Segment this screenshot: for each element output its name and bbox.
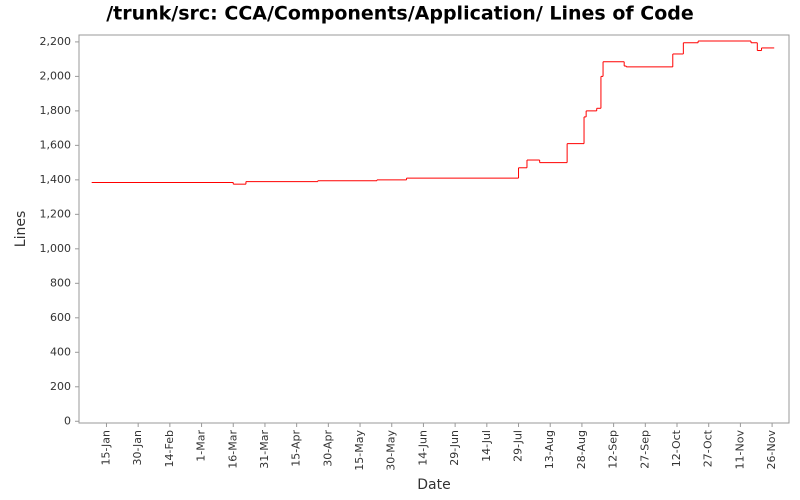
x-tick-label: 27-Sep: [638, 430, 651, 469]
x-tick-label: 14-Jul: [480, 430, 493, 462]
x-tick-label: 30-Jan: [131, 430, 144, 466]
chart-title: /trunk/src: CCA/Components/Application/ …: [106, 3, 694, 25]
x-tick-label: 15-May: [353, 430, 366, 471]
x-tick-label: 12-Oct: [670, 429, 683, 467]
y-tick-label: 400: [50, 345, 71, 358]
y-tick-label: 800: [50, 276, 71, 289]
y-tick-label: 1,000: [40, 242, 72, 255]
x-axis-title: Date: [417, 477, 450, 493]
y-tick-label: 1,400: [40, 173, 72, 186]
x-tick-label: 13-Aug: [543, 430, 556, 469]
y-axis-title: Lines: [13, 211, 29, 247]
y-tick-label: 1,200: [40, 207, 72, 220]
y-tick-label: 600: [50, 311, 71, 324]
plot-area: [78, 34, 790, 424]
y-tick-label: 2,200: [40, 35, 72, 48]
y-tick-label: 0: [64, 414, 71, 427]
x-tick-label: 14-Feb: [163, 430, 176, 467]
x-tick-label: 28-Aug: [575, 430, 588, 469]
x-tick-label: 30-Apr: [321, 430, 334, 467]
x-tick-label: 31-Mar: [258, 430, 271, 469]
y-tick-label: 1,800: [40, 104, 72, 117]
x-tick-label: 12-Sep: [607, 430, 620, 469]
x-tick-label: 29-Jul: [512, 430, 525, 462]
y-tick-label: 1,600: [40, 138, 72, 151]
x-tick-label: 1-Mar: [195, 430, 208, 462]
x-tick-label: 30-May: [385, 430, 398, 471]
y-tick-label: 200: [50, 380, 71, 393]
x-tick-label: 29-Jun: [448, 430, 461, 466]
x-tick-label: 27-Oct: [702, 429, 715, 467]
x-tick-label: 11-Nov: [733, 430, 746, 470]
x-tick-label: 16-Mar: [226, 430, 239, 469]
y-tick-label: 2,000: [40, 69, 72, 82]
x-tick-label: 26-Nov: [765, 430, 778, 470]
x-tick-label: 14-Jun: [416, 430, 429, 466]
x-tick-label: 15-Apr: [290, 430, 303, 467]
x-tick-label: 15-Jan: [99, 430, 112, 466]
